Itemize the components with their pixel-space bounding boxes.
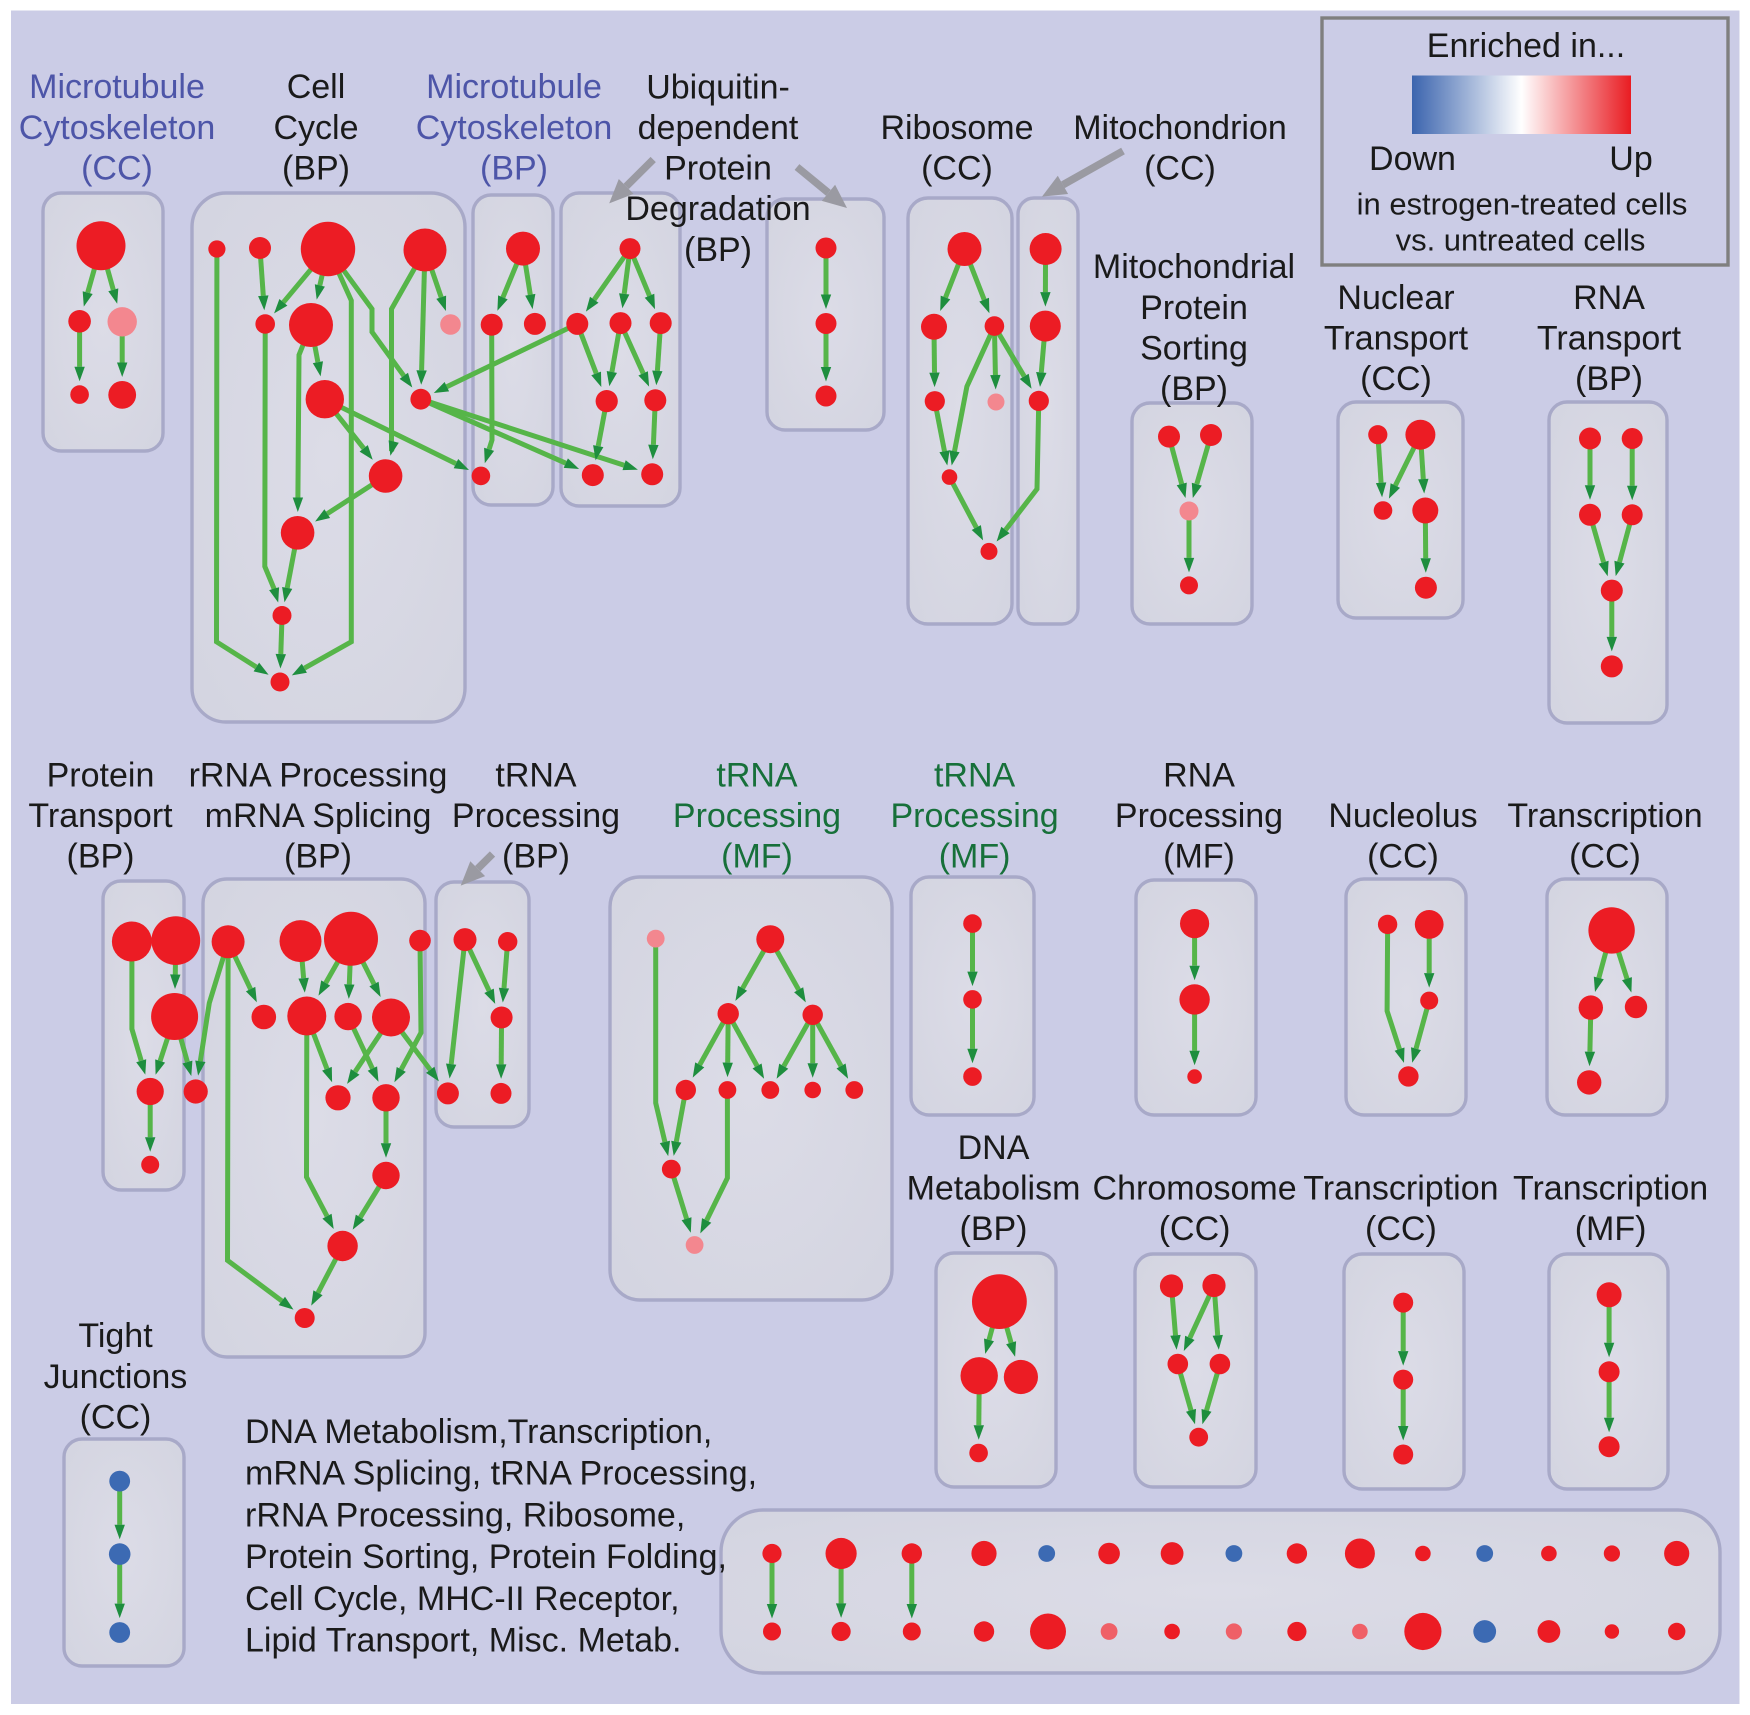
svg-text:(CC): (CC) [1360,360,1432,398]
svg-text:(MF): (MF) [1575,1210,1647,1248]
svg-text:Processing: Processing [452,797,620,835]
svg-text:Transcription: Transcription [1507,797,1702,835]
svg-text:(CC): (CC) [1159,1210,1231,1248]
svg-text:mRNA Splicing, tRNA Processing: mRNA Splicing, tRNA Processing, [245,1455,757,1493]
svg-text:Tight: Tight [78,1317,153,1355]
svg-text:(BP): (BP) [960,1210,1028,1248]
svg-text:in estrogen-treated cells: in estrogen-treated cells [1357,187,1688,222]
svg-text:RNA: RNA [1573,279,1645,317]
svg-text:Down: Down [1369,140,1456,178]
svg-text:Degradation: Degradation [625,190,810,228]
svg-text:DNA Metabolism,Transcription,: DNA Metabolism,Transcription, [245,1413,712,1451]
svg-text:Sorting: Sorting [1140,329,1248,367]
svg-text:(CC): (CC) [1365,1210,1437,1248]
svg-text:(BP): (BP) [1575,360,1643,398]
svg-text:Transcription: Transcription [1303,1169,1498,1207]
svg-text:Transport: Transport [1537,319,1682,357]
svg-text:(CC): (CC) [1569,838,1641,876]
svg-text:Protein: Protein [47,756,155,794]
svg-text:(CC): (CC) [1367,838,1439,876]
svg-text:Transport: Transport [1324,319,1469,357]
svg-text:rRNA Processing, Ribosome,: rRNA Processing, Ribosome, [245,1496,685,1534]
svg-text:Processing: Processing [890,797,1058,835]
svg-text:(BP): (BP) [502,838,570,876]
svg-text:Cell Cycle, MHC-II Receptor,: Cell Cycle, MHC-II Receptor, [245,1580,680,1618]
svg-text:Processing: Processing [1115,797,1283,835]
svg-text:Processing: Processing [673,797,841,835]
svg-text:Nucleolus: Nucleolus [1328,797,1477,835]
svg-text:Metabolism: Metabolism [907,1169,1081,1207]
svg-text:(CC): (CC) [921,149,993,187]
svg-text:Lipid Transport, Misc. Metab.: Lipid Transport, Misc. Metab. [245,1622,682,1660]
svg-text:(BP): (BP) [1160,370,1228,408]
svg-text:RNA: RNA [1163,756,1235,794]
svg-text:Junctions: Junctions [44,1358,188,1396]
svg-text:Transport: Transport [28,797,173,835]
svg-text:Up: Up [1609,140,1652,178]
svg-text:DNA: DNA [958,1129,1030,1167]
svg-text:Cytoskeleton: Cytoskeleton [416,109,613,147]
svg-text:Microtubule: Microtubule [29,68,205,106]
svg-text:(BP): (BP) [684,231,752,269]
svg-text:Enriched in...: Enriched in... [1427,27,1625,65]
svg-text:vs. untreated cells: vs. untreated cells [1396,223,1646,258]
svg-text:tRNA: tRNA [934,756,1016,794]
svg-text:Cycle: Cycle [273,109,358,147]
svg-text:(CC): (CC) [81,149,153,187]
svg-text:(CC): (CC) [1144,149,1216,187]
svg-text:Mitochondrial: Mitochondrial [1093,248,1295,286]
svg-text:Cytoskeleton: Cytoskeleton [19,109,216,147]
svg-text:Protein: Protein [1140,289,1248,327]
svg-text:(BP): (BP) [67,838,135,876]
svg-text:tRNA: tRNA [495,756,577,794]
svg-text:Ubiquitin-: Ubiquitin- [646,68,790,106]
svg-text:Chromosome: Chromosome [1093,1169,1297,1207]
svg-text:Transcription: Transcription [1513,1169,1708,1207]
svg-text:(BP): (BP) [282,149,350,187]
svg-text:Protein: Protein [664,150,772,188]
svg-text:(CC): (CC) [80,1398,152,1436]
svg-text:(BP): (BP) [480,149,548,187]
svg-text:(MF): (MF) [721,838,793,876]
svg-text:(MF): (MF) [1163,838,1235,876]
svg-text:dependent: dependent [638,109,799,147]
svg-text:rRNA Processing: rRNA Processing [189,756,448,794]
svg-text:Microtubule: Microtubule [426,68,602,106]
svg-text:(MF): (MF) [939,838,1011,876]
svg-text:(BP): (BP) [284,838,352,876]
svg-text:Protein Sorting, Protein Foldi: Protein Sorting, Protein Folding, [245,1538,727,1576]
svg-text:mRNA Splicing: mRNA Splicing [205,797,432,835]
svg-text:Ribosome: Ribosome [880,109,1033,147]
svg-text:Cell: Cell [287,68,346,106]
svg-text:tRNA: tRNA [716,756,798,794]
svg-text:Nuclear: Nuclear [1337,279,1454,317]
svg-text:Mitochondrion: Mitochondrion [1073,109,1287,147]
